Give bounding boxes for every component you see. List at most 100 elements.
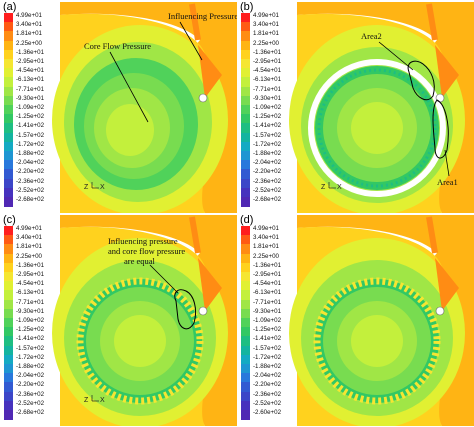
legend-tick-label: -1.72e+02 — [253, 353, 282, 361]
legend-swatch — [241, 318, 250, 328]
legend-swatch — [241, 151, 250, 161]
legend-swatch — [241, 22, 250, 32]
legend-swatch — [241, 77, 250, 88]
legend-tick-label: -2.36e+02 — [16, 177, 45, 185]
legend-swatch — [241, 86, 250, 97]
legend-tick-label: -2.36e+02 — [16, 390, 45, 398]
legend-swatch — [241, 114, 250, 124]
legend-swatch — [241, 253, 250, 264]
legend-swatch — [241, 290, 250, 301]
legend-tick-label: -2.68e+02 — [16, 409, 45, 416]
legend-swatch — [4, 197, 13, 207]
legend-swatch — [241, 364, 250, 374]
legend-tick-label: -2.04e+02 — [253, 159, 282, 167]
legend-tick-label: -1.36e+01 — [16, 261, 45, 269]
legend-tick-label: -7.71e+01 — [253, 85, 282, 93]
legend-swatch — [4, 244, 13, 255]
legend-tick-label: -1.57e+02 — [16, 344, 45, 352]
legend-swatch — [241, 123, 250, 134]
color-legend-c: 4.99e+01 3.40e+01 1.81e+01 2.25e+00 -1.36e+0… — [0, 213, 60, 426]
legend-tick-label: -7.71e+01 — [16, 85, 45, 93]
legend-swatch — [241, 105, 250, 115]
legend-tick-label: -2.95e+01 — [16, 58, 45, 65]
legend-tick-label: -1.25e+02 — [253, 326, 282, 334]
legend-swatch — [4, 272, 13, 282]
legend-tick-label: 4.99e+01 — [253, 12, 279, 19]
legend-tick-label: -6.13e+01 — [16, 289, 45, 297]
legend-swatch — [4, 299, 13, 310]
legend-tick-label: -1.36e+01 — [16, 48, 45, 56]
legend-tick-label: -6.13e+01 — [16, 76, 45, 84]
legend-tick-label: 2.25e+00 — [253, 39, 279, 47]
annotation-area1: Area1 — [437, 177, 458, 187]
panel-tag: (b) — [240, 1, 254, 13]
legend-tick-label: -1.36e+01 — [253, 48, 282, 56]
legend-tick-label: -2.20e+02 — [16, 168, 45, 176]
legend-tick-label: -1.41e+02 — [253, 335, 282, 343]
legend-swatch — [241, 262, 250, 273]
annotation-influencing-pressure: Influencing Pressure — [168, 11, 237, 21]
axis-z-label: Z — [84, 184, 89, 191]
legend-tick-label: -9.30e+01 — [253, 94, 282, 102]
legend-swatch — [241, 308, 250, 319]
legend-swatch — [241, 187, 250, 198]
legend-tick-label: -2.04e+02 — [16, 159, 45, 167]
legend-swatch — [241, 132, 250, 143]
contour-plot-d — [289, 215, 474, 426]
legend-swatch — [4, 354, 13, 365]
legend-tick-label: -2.52e+02 — [253, 186, 282, 194]
legend-tick-label: -1.25e+02 — [16, 113, 45, 121]
legend-swatch — [4, 141, 13, 152]
legend-swatch — [4, 262, 13, 273]
legend-swatch — [4, 13, 13, 23]
legend-tick-label: 4.99e+01 — [253, 225, 279, 232]
legend-tick-label: -9.30e+01 — [16, 94, 45, 102]
legend-tick-label: -2.68e+02 — [253, 196, 282, 203]
legend-swatch — [4, 336, 13, 347]
legend-swatch — [4, 95, 13, 106]
legend-tick-label: -1.09e+02 — [16, 104, 45, 111]
annotation-core-flow-pressure: Core Flow Pressure — [84, 41, 152, 51]
legend-swatch — [4, 226, 13, 236]
legend-tick-label: -2.68e+02 — [16, 196, 45, 203]
legend-swatch — [241, 31, 250, 42]
legend-swatch — [4, 327, 13, 337]
legend-swatch — [241, 345, 250, 356]
panel-tag: (d) — [240, 214, 254, 226]
legend-swatch — [241, 354, 250, 365]
legend-swatch — [241, 327, 250, 337]
panel-a: 4.99e+01 3.40e+01 1.81e+01 2.25e+00 -1.36e+0… — [0, 0, 237, 213]
annotation-equal-line1: Influencing pressure — [108, 236, 178, 246]
legend-tick-label: -1.88e+02 — [16, 150, 45, 157]
legend-swatch — [4, 178, 13, 189]
legend-swatch — [4, 31, 13, 42]
legend-swatch — [241, 141, 250, 152]
legend-swatch — [4, 290, 13, 301]
legend-swatch — [4, 68, 13, 78]
legend-tick-label: -2.04e+02 — [16, 372, 45, 380]
legend-tick-label: -2.95e+01 — [16, 271, 45, 278]
panel-tag: (c) — [3, 214, 16, 226]
legend-swatch — [241, 410, 250, 420]
legend-swatch — [241, 160, 250, 170]
legend-tick-label: 1.81e+01 — [16, 30, 42, 38]
legend-tick-label: -2.95e+01 — [253, 58, 282, 65]
legend-tick-label: 3.40e+01 — [253, 21, 279, 29]
legend-tick-label: -6.13e+01 — [253, 289, 282, 297]
legend-swatch — [4, 40, 13, 51]
legend-swatch — [4, 114, 13, 124]
legend-swatch — [4, 345, 13, 356]
legend-tick-label: 2.25e+00 — [253, 252, 279, 260]
legend-swatch — [4, 400, 13, 411]
legend-tick-label: -2.36e+02 — [253, 177, 282, 185]
legend-swatch — [4, 77, 13, 88]
axis-z-label: Z — [321, 184, 326, 191]
legend-tick-label: -9.30e+01 — [253, 307, 282, 315]
legend-tick-label: -1.72e+02 — [16, 353, 45, 361]
legend-tick-label: -1.88e+02 — [16, 363, 45, 370]
legend-swatch — [4, 281, 13, 291]
annotation-equal-line3: are equal — [124, 256, 155, 266]
legend-tick-label: -1.41e+02 — [16, 122, 45, 130]
legend-swatch — [4, 132, 13, 143]
legend-swatch — [241, 373, 250, 383]
